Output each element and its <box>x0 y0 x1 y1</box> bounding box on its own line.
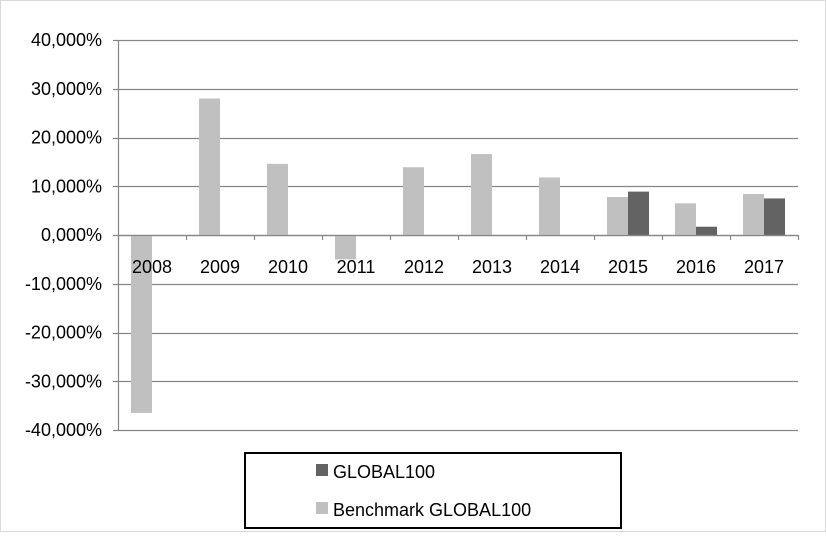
bar-global100-2017 <box>764 198 785 235</box>
legend-label-benchmark-global100: Benchmark GLOBAL100 <box>333 500 531 520</box>
x-tick-label: 2015 <box>608 257 648 277</box>
x-tick-label: 2014 <box>540 257 580 277</box>
x-tick-label: 2009 <box>200 257 240 277</box>
legend-swatch-benchmark-global100 <box>316 502 328 514</box>
y-tick-label: -40,000% <box>25 420 102 440</box>
axes <box>117 40 800 430</box>
bar-global100-2015 <box>628 191 649 235</box>
legend-label-global100: GLOBAL100 <box>333 462 435 482</box>
x-tick-label: 2016 <box>676 257 716 277</box>
y-tick-label: 40,000% <box>31 30 102 50</box>
legend-swatch-global100 <box>316 464 328 476</box>
x-tick-label: 2011 <box>337 257 376 277</box>
y-tick-label: 0,000% <box>41 225 102 245</box>
y-tick-label: 30,000% <box>31 79 102 99</box>
y-tick-label: 20,000% <box>31 128 102 148</box>
bars <box>131 98 785 413</box>
x-tick-label: 2008 <box>132 257 172 277</box>
x-tick-label: 2012 <box>404 257 444 277</box>
bar-global100-2016 <box>696 226 717 235</box>
x-axis-tick-labels: 2008 2009 2010 2011 2012 2013 2014 2015 2016 2017 <box>132 257 784 277</box>
bar-benchmark-global100-2010 <box>267 163 288 235</box>
bar-benchmark-global100-2012 <box>403 167 424 235</box>
y-tick-label: -30,000% <box>25 371 102 391</box>
y-axis-tick-labels: 40,000% 30,000% 20,000% 10,000% 0,000% -10,00… <box>25 30 102 440</box>
bar-benchmark-global100-2015 <box>607 196 628 235</box>
legend: GLOBAL100 Benchmark GLOBAL100 <box>244 452 622 529</box>
x-tick-label: 2010 <box>268 257 308 277</box>
bar-benchmark-global100-2009 <box>199 98 220 235</box>
y-tick-label: -10,000% <box>25 274 102 294</box>
y-tick-label: 10,000% <box>31 176 102 196</box>
bar-benchmark-global100-2017 <box>743 194 764 235</box>
bar-benchmark-global100-2008 <box>131 235 152 413</box>
bar-benchmark-global100-2016 <box>675 203 696 235</box>
x-tick-label: 2017 <box>744 257 784 277</box>
x-tick-label: 2013 <box>472 257 512 277</box>
gridlines <box>113 39 798 432</box>
bar-benchmark-global100-2014 <box>539 177 560 235</box>
y-tick-label: -20,000% <box>25 323 102 343</box>
bar-benchmark-global100-2011 <box>335 235 356 260</box>
legend-box <box>244 452 622 529</box>
bar-benchmark-global100-2013 <box>471 154 492 235</box>
